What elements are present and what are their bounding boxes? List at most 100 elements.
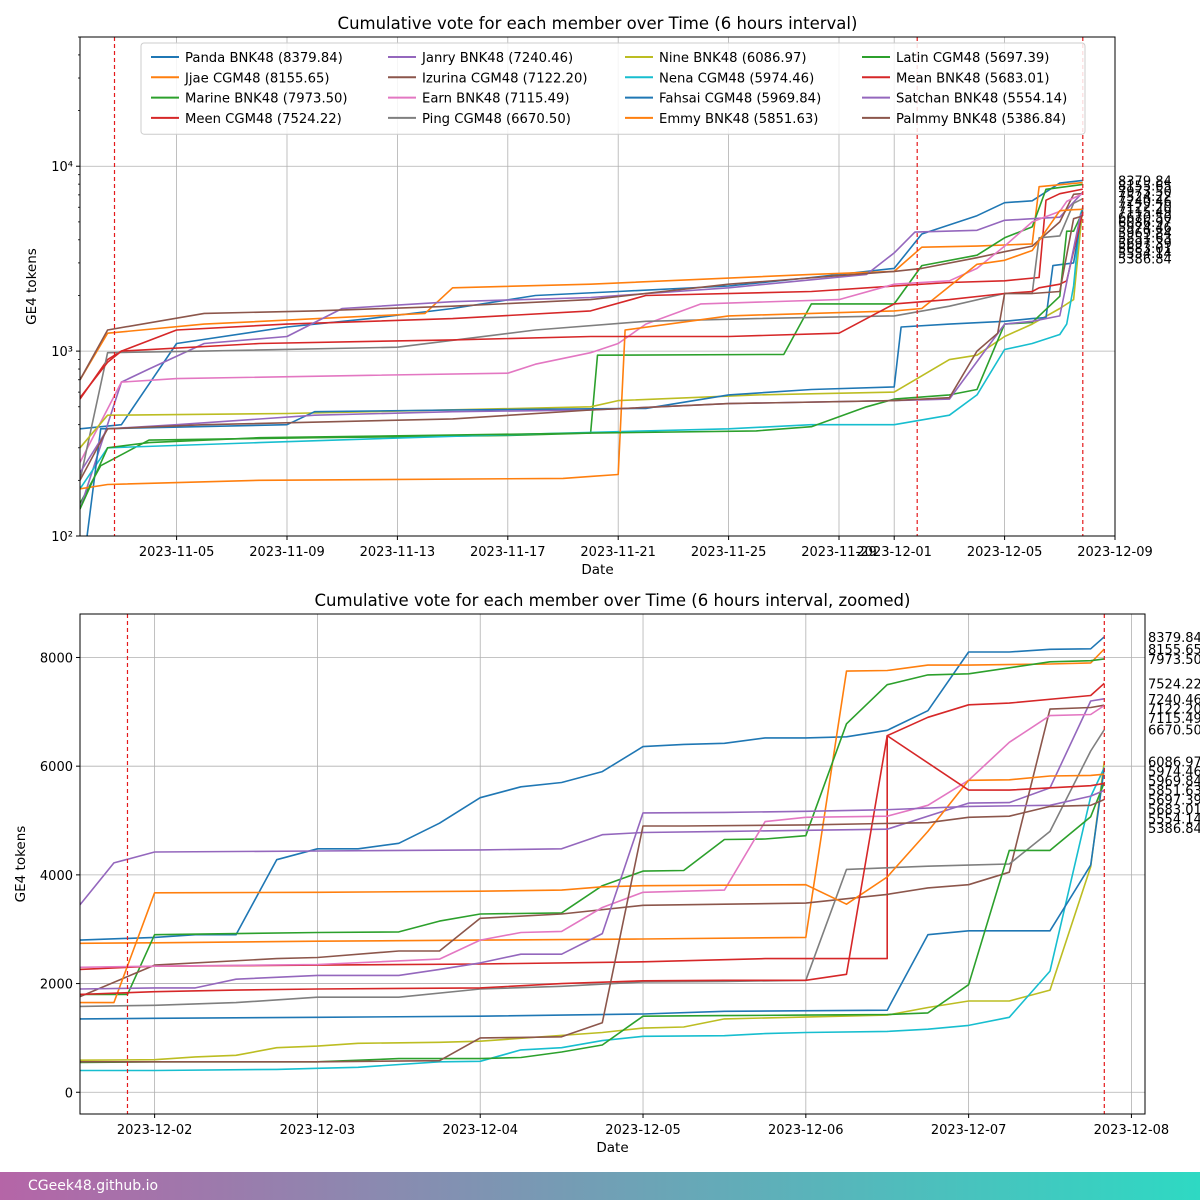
series-line [80, 206, 1084, 449]
x-tick-label: 2023-11-17 [470, 545, 546, 560]
chart-top: 2023-11-05 2023-11-09 2023-11-13 2023-11-17… [24, 14, 1172, 578]
series-line [80, 636, 1105, 941]
series-line [80, 181, 1083, 381]
chart-title: Cumulative vote for each member over Tim… [315, 591, 911, 610]
x-tick-label: 2023-12-01 [856, 545, 932, 560]
x-tick-label: 2023-12-03 [280, 1123, 356, 1138]
series-line [80, 789, 1105, 990]
y-tick-label: 10² [51, 530, 73, 545]
y-tick-label: 10³ [51, 345, 73, 360]
legend-entry: Fahsai CGM48 (5969.84) [659, 92, 821, 107]
x-tick-label: 2023-12-06 [768, 1123, 844, 1138]
series-line [80, 207, 1084, 490]
x-tick-label: 2023-11-13 [360, 545, 436, 560]
series-lines [80, 179, 1084, 536]
series-line [80, 658, 1105, 996]
legend-entry: Satchan BNK48 (5554.14) [896, 92, 1067, 107]
legend-entry: Palmmy BNK48 (5386.84) [896, 112, 1066, 127]
chart-bottom: 2023-12-02 2023-12-03 2023-12-04 2023-12-05… [13, 591, 1200, 1156]
x-tick-label: 2023-12-07 [931, 1123, 1007, 1138]
series-line [80, 782, 1106, 1064]
series-end-label: 5851.63 [1118, 232, 1172, 247]
series-end-label: 8379.84 [1148, 631, 1200, 646]
y-tick-label: 4000 [40, 869, 73, 884]
series-end-label: 6086.97 [1148, 755, 1200, 770]
series-line [80, 767, 1106, 1072]
series-line [80, 179, 1083, 430]
series-line [80, 798, 1105, 1063]
series-line [80, 188, 1083, 400]
figure: 2023-11-05 2023-11-09 2023-11-13 2023-11-17… [13, 14, 1200, 1156]
series-end-label: 7115.49 [1118, 206, 1172, 221]
series-end-label: 7240.46 [1118, 195, 1172, 210]
series-end-label: 7122.20 [1148, 702, 1200, 717]
series-end-label: 7240.46 [1148, 693, 1200, 708]
series-line [80, 767, 1106, 1020]
series-line [80, 197, 1084, 481]
legend-entry: Nena CGM48 (5974.46) [659, 71, 814, 86]
y-tick-label: 6000 [40, 760, 73, 775]
series-end-label: 5697.39 [1148, 793, 1200, 808]
legend-entry: Emmy BNK48 (5851.63) [659, 112, 818, 127]
x-axis-label: Date [581, 562, 613, 578]
legend-entry: Earn BNK48 (7115.49) [422, 92, 570, 107]
y-tick-label: 8000 [40, 651, 73, 666]
x-tick-label: 2023-11-09 [249, 545, 325, 560]
series-end-label: 5554.14 [1118, 247, 1172, 262]
legend-frame [140, 42, 1086, 135]
series-end-label: 5386.84 [1148, 822, 1200, 837]
series-end-label: 7122.20 [1118, 200, 1172, 215]
x-axis-label: Date [596, 1140, 628, 1156]
series-end-label: 5974.46 [1148, 765, 1200, 780]
series-line [80, 208, 1083, 490]
legend-entry: Panda BNK48 (8379.84) [185, 51, 343, 66]
series-end-label: 6086.97 [1118, 216, 1172, 231]
x-tick-label: 2023-12-05 [605, 1123, 681, 1138]
legend-entry: Marine BNK48 (7973.50) [185, 92, 348, 107]
x-tick-label: 2023-11-29 [801, 545, 877, 560]
series-line [80, 704, 1105, 969]
x-tick-label: 2023-12-02 [117, 1123, 193, 1138]
series-end-label: 7973.50 [1148, 653, 1200, 668]
footer-bar: CGeek48.github.io [0, 1172, 1200, 1200]
y-axis-label: GE4 tokens [24, 248, 40, 325]
series-end-label: 6670.50 [1118, 211, 1172, 226]
y-tick-label: 0 [65, 1086, 73, 1101]
series-end-label: 5683.01 [1148, 803, 1200, 818]
series-end-label: 7115.49 [1148, 712, 1200, 727]
legend-entry: Nine BNK48 (6086.97) [659, 51, 807, 66]
series-line [80, 773, 1105, 1004]
x-tick-label: 2023-12-08 [1094, 1123, 1170, 1138]
series-end-label: 7973.50 [1118, 185, 1172, 200]
series-line [80, 215, 1084, 481]
chart-title: Cumulative vote for each member over Tim… [338, 14, 858, 33]
series-end-label: 6670.50 [1148, 724, 1200, 739]
series-end-label: 5851.63 [1148, 784, 1200, 799]
footer-text[interactable]: CGeek48.github.io [28, 1178, 159, 1194]
series-line [80, 729, 1105, 1008]
series-end-label: 5697.39 [1118, 237, 1172, 252]
legend-entry: Mean BNK48 (5683.01) [896, 71, 1049, 86]
legend-entry: Izurina CGM48 (7122.20) [422, 71, 588, 86]
x-tick-label: 2023-12-05 [967, 545, 1043, 560]
series-line [80, 211, 1084, 510]
plot-frame [79, 36, 1116, 537]
series-end-label: 5554.14 [1148, 812, 1200, 827]
series-end-label: 5386.84 [1118, 252, 1172, 267]
legend-entry: Meen CGM48 (7524.22) [185, 112, 342, 127]
series-line [80, 682, 1105, 971]
legend: Panda BNK48 (8379.84) Jjae CGM48 (8155.65… [140, 42, 1086, 135]
series-end-label: 5969.84 [1118, 226, 1172, 241]
x-tick-label: 2023-11-05 [139, 545, 215, 560]
series-end-label: 7524.22 [1118, 190, 1172, 205]
series-end-label: 7524.22 [1148, 677, 1200, 692]
y-axis-label: GE4 tokens [13, 826, 29, 903]
series-line [80, 192, 1083, 381]
plot-frame [79, 613, 1146, 1115]
series-line [80, 211, 1084, 399]
series-line [80, 698, 1105, 906]
series-end-label: 5974.46 [1118, 221, 1172, 236]
series-end-label: 8379.84 [1118, 174, 1172, 189]
x-tick-label: 2023-12-04 [442, 1123, 518, 1138]
x-tick-label: 2023-12-09 [1077, 545, 1153, 560]
